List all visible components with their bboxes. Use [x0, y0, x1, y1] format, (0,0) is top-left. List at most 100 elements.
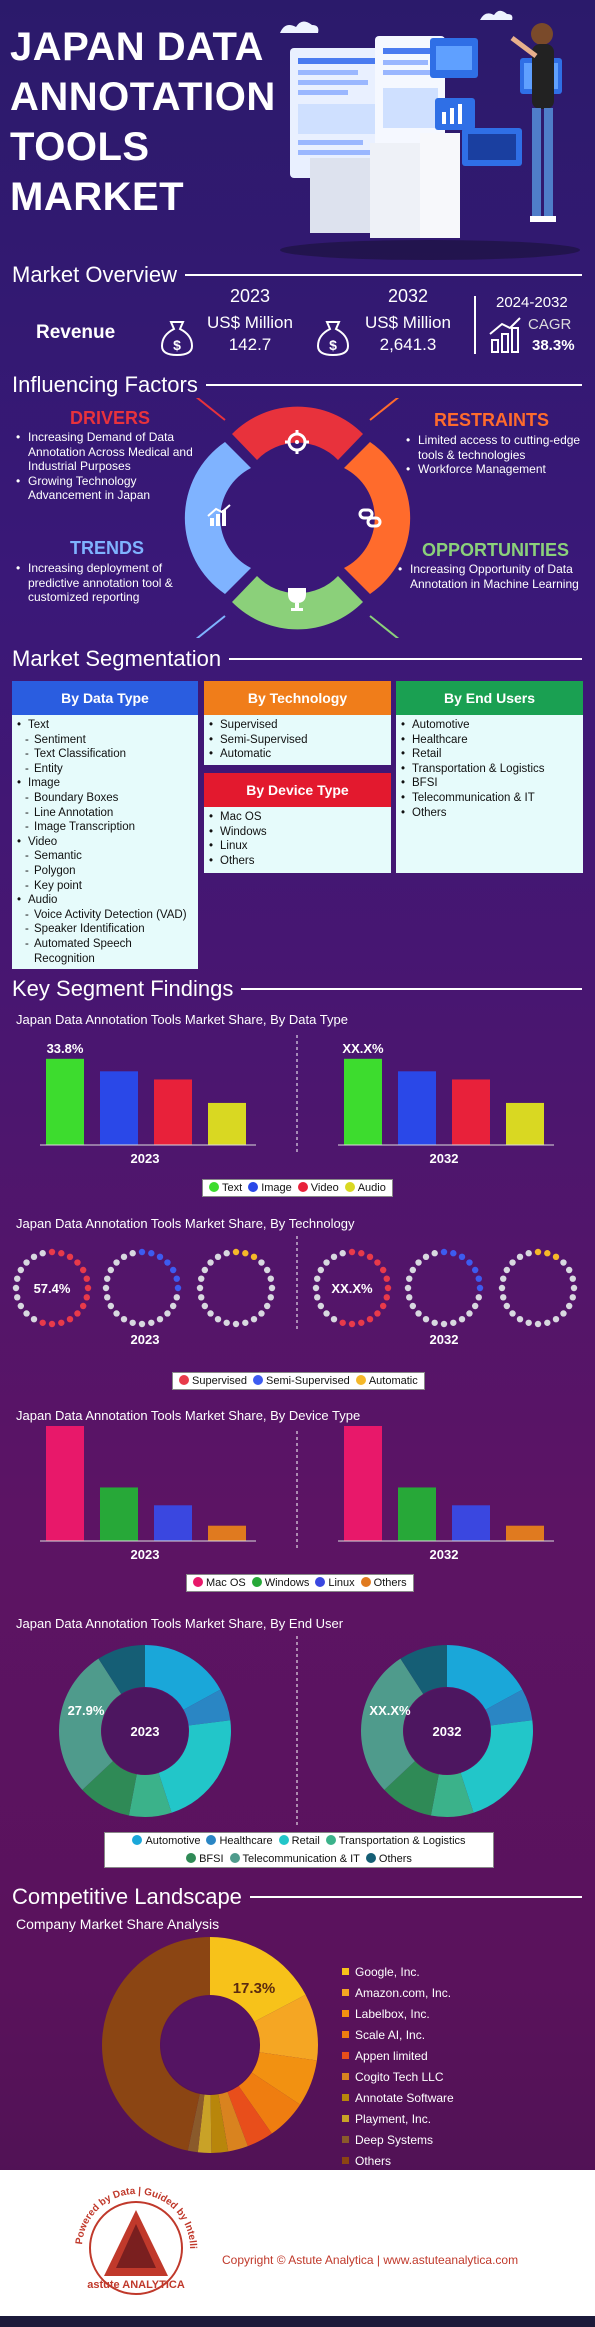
legend-swatch — [342, 2010, 349, 2017]
ring-dot — [129, 1250, 136, 1257]
title-line-2: ANNOTATION — [10, 75, 276, 119]
segment-list: TextSentimentText ClassificationEntityIm… — [12, 715, 198, 970]
list-item: Others — [208, 854, 387, 869]
legend-label: Others — [373, 1577, 407, 1589]
legend-swatch — [209, 1182, 219, 1192]
legend-item: Amazon.com, Inc. — [342, 1983, 454, 2004]
legend-label: Automotive — [145, 1835, 201, 1847]
svg-text:$: $ — [329, 337, 337, 353]
ring-dot — [23, 1259, 30, 1266]
bar — [344, 1058, 382, 1145]
ring-dot — [84, 1284, 92, 1292]
ring-dot — [570, 1284, 578, 1292]
ring-dot — [466, 1310, 473, 1317]
trends-title: TRENDS — [70, 538, 145, 558]
cagr-label: CAGR — [528, 316, 572, 333]
legend-swatch — [342, 2136, 349, 2143]
donut-slice — [102, 1937, 210, 2151]
section-heading-competitive: Competitive Landscape — [12, 1884, 582, 1910]
ring-dot — [330, 1315, 338, 1323]
ring-dot — [223, 1319, 230, 1326]
ring-dot — [471, 1302, 479, 1310]
bar — [100, 1071, 138, 1145]
donut-slice — [58, 1658, 122, 1790]
ring-dot — [169, 1302, 177, 1310]
ring-dot — [113, 1259, 120, 1266]
legend-item: BFSI — [186, 1853, 224, 1865]
ring-dot — [544, 1250, 551, 1257]
revenue-label: Revenue — [36, 322, 116, 343]
list-item: Text — [16, 718, 194, 733]
sub-list-item: Text Classification — [16, 747, 194, 762]
ring-dot — [79, 1302, 87, 1310]
legend-swatch — [344, 1182, 355, 1192]
ring-dot — [565, 1302, 573, 1310]
ring-dot — [440, 1320, 448, 1328]
ring-dot — [173, 1294, 180, 1301]
donut-slice — [238, 2072, 301, 2134]
legend-swatch — [342, 2031, 349, 2038]
ring-dot — [471, 1266, 479, 1274]
legend-item: Text — [209, 1182, 242, 1194]
donut-slice — [210, 1937, 306, 2022]
legend-label: Google, Inc. — [355, 1965, 420, 1979]
section-heading-overview: Market Overview — [12, 262, 582, 288]
legend-item: Video — [297, 1182, 339, 1194]
opportunities-title: OPPORTUNITIES — [422, 540, 570, 560]
data-label: XX.X% — [342, 1041, 384, 1056]
ring-dot — [83, 1275, 90, 1282]
list-item: Mac OS — [208, 810, 387, 825]
ring-dot — [516, 1315, 524, 1323]
overview-heading: Market Overview — [12, 262, 178, 287]
ring-dot — [312, 1284, 320, 1292]
drivers-title: DRIVERS — [70, 408, 151, 428]
ring-dot — [173, 1275, 180, 1282]
donut-hole — [102, 1688, 188, 1774]
legend-label: Windows — [264, 1577, 310, 1589]
sub-list-item: Entity — [16, 762, 194, 777]
list-item: Transportation & Logistics — [400, 762, 579, 777]
opportunities-list: Increasing Opportunity of Data Annotatio… — [398, 562, 590, 591]
ring-dot — [569, 1275, 576, 1282]
legend-swatch — [278, 1835, 289, 1845]
heading-rule — [185, 274, 582, 276]
legend-label: Others — [355, 2154, 392, 2168]
section-heading-factors: Influencing Factors — [12, 372, 582, 398]
segment-title: By Data Type — [12, 681, 198, 715]
ring-dot — [258, 1310, 265, 1317]
list-item: Increasing deployment of predictive anno… — [16, 561, 206, 605]
legend-swatch — [325, 1835, 336, 1845]
ring-dot — [314, 1294, 321, 1301]
ring-dot — [66, 1253, 74, 1261]
segment-list: Mac OS Windows Linux Others — [204, 807, 391, 873]
segment-card-technology: By Technology Supervised Semi-Supervised… — [204, 681, 391, 765]
legend-swatch — [342, 2073, 349, 2080]
legend-label: Transportation & Logistics — [338, 1835, 466, 1847]
ring-dot — [17, 1266, 25, 1274]
legend-swatch — [193, 1577, 203, 1587]
ring-dot — [565, 1266, 573, 1274]
competitive-heading: Competitive Landscape — [12, 1884, 242, 1909]
ring-dot — [509, 1310, 516, 1317]
ring-dot — [267, 1275, 274, 1282]
donut-slice — [447, 1645, 523, 1710]
data-label: XX.X% — [369, 1703, 411, 1718]
legend-label: Healthcare — [219, 1835, 273, 1847]
legend-label: Appen limited — [355, 2049, 428, 2063]
legend-swatch — [251, 1577, 262, 1587]
cagr-value: 38.3% — [532, 337, 575, 354]
ring-dot — [113, 1310, 120, 1317]
donut-slice — [210, 2094, 229, 2153]
legend-label: Labelbox, Inc. — [355, 2007, 430, 2021]
legend-swatch — [297, 1182, 308, 1192]
list-item: Image — [16, 776, 194, 791]
list-item: Video — [16, 835, 194, 850]
ring-dot — [358, 1319, 365, 1326]
bar — [398, 1487, 436, 1541]
logo-wordmark: astute ANALYTICA — [87, 2279, 185, 2291]
company-legend: Google, Inc. Amazon.com, Inc. Labelbox, In… — [342, 1962, 454, 2172]
ring-dot — [475, 1275, 482, 1282]
ring-dot — [500, 1294, 507, 1301]
data-label: 57.4% — [34, 1281, 71, 1296]
donut-slice — [82, 1761, 137, 1816]
